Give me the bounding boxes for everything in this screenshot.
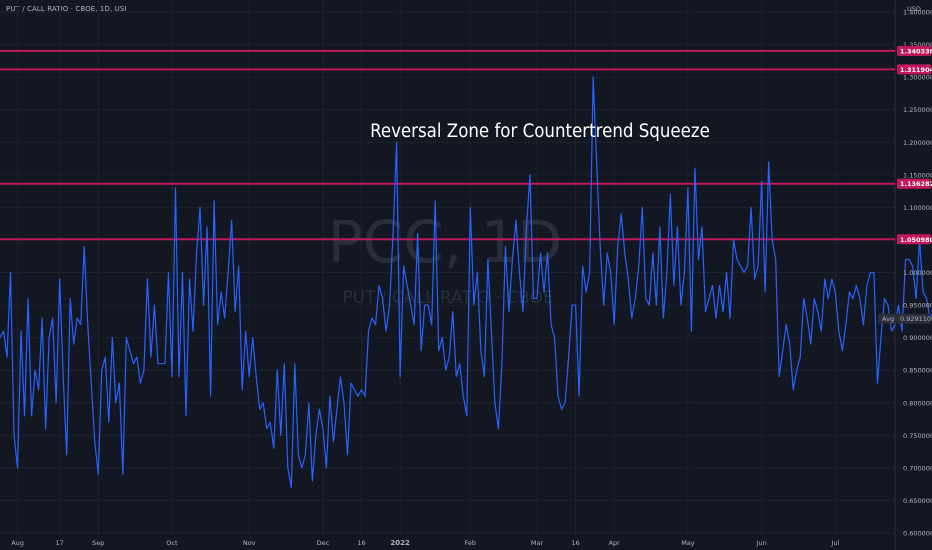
x-tick-label: Jul xyxy=(830,539,839,547)
y-tick-label: 1.2500000 xyxy=(903,106,932,114)
level-label-box xyxy=(897,64,931,75)
x-tick-label: Dec xyxy=(317,539,330,547)
y-tick-label: 1.0000000 xyxy=(903,269,932,277)
level-label-box xyxy=(897,45,931,56)
watermark: PCC, 1D PUT / CALL RATIO · CBOE xyxy=(328,208,562,308)
y-tick-label: 1.4000000 xyxy=(903,9,932,17)
x-tick-label: 2022 xyxy=(390,539,410,547)
watermark-name: PUT / CALL RATIO · CBOE xyxy=(342,288,553,308)
y-axis-currency: USD xyxy=(907,5,921,13)
level-label: 1.0509800 xyxy=(900,236,932,244)
level-label-box xyxy=(897,234,931,245)
y-tick-label: 1.1500000 xyxy=(903,171,932,179)
y-tick-label: 1.1000000 xyxy=(903,204,932,212)
annotations: Reversal Zone for Countertrend Squeeze xyxy=(370,121,710,142)
x-tick-label: 16 xyxy=(571,539,579,547)
annotation-text: Reversal Zone for Countertrend Squeeze xyxy=(370,121,710,142)
level-label: 1.1362822 xyxy=(900,180,932,188)
x-tick-label: Nov xyxy=(243,539,256,547)
x-tick-label: Apr xyxy=(609,539,621,547)
x-tick-label: Sep xyxy=(92,539,104,547)
avg-label: Avg xyxy=(882,315,894,323)
x-tick-label: Jun xyxy=(756,539,767,547)
avg-value-label: 0.9291109 xyxy=(900,315,932,323)
avg-label-box xyxy=(878,313,931,324)
series xyxy=(0,76,932,489)
x-tick-label: 17 xyxy=(56,539,64,547)
x-tick-label: Feb xyxy=(465,539,477,547)
y-tick-label: 0.9500000 xyxy=(903,302,932,310)
x-tick-label: May xyxy=(681,539,695,547)
chart-title: PUT / CALL RATIO · CBOE, 1D, USI xyxy=(6,5,127,13)
x-tick-label: Mar xyxy=(531,539,544,547)
x-tick-label: 16 xyxy=(357,539,365,547)
price-labels: 1.3403384 1.3119043 1.1362822 1.0509800 Avg 0… xyxy=(878,45,932,324)
level-label: 1.3403384 xyxy=(900,47,932,55)
y-tick-label: 1.3000000 xyxy=(903,74,932,82)
series-line xyxy=(0,76,932,489)
level-label-box xyxy=(897,178,931,189)
x-tick-label: Aug xyxy=(11,539,24,547)
x-tick-label: Oct xyxy=(166,539,178,547)
y-tick-label: 1.2000000 xyxy=(903,139,932,147)
watermark-symbol: PCC, 1D xyxy=(328,208,562,276)
y-tick-label: 1.3500000 xyxy=(903,41,932,49)
horizontal-levels xyxy=(0,49,895,241)
x-axis: Aug 17 Sep Oct Nov Dec 16 2022 Feb Mar 16 Apr May Jun… xyxy=(11,539,839,547)
level-label: 1.3119043 xyxy=(900,66,932,74)
